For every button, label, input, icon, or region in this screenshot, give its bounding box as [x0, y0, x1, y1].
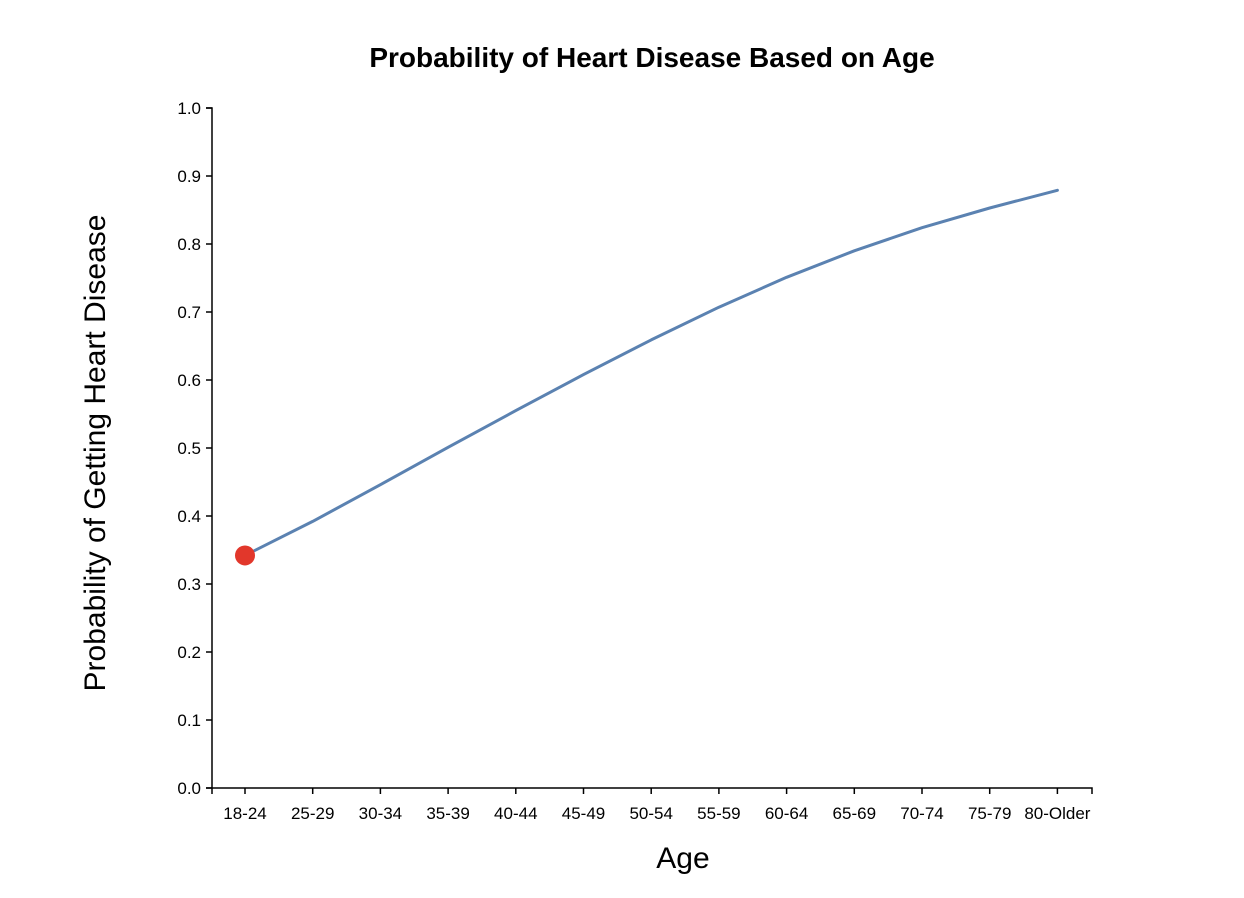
x-tick-label: 65-69: [833, 804, 876, 823]
x-tick-label: 35-39: [426, 804, 469, 823]
x-tick-label: 60-64: [765, 804, 808, 823]
y-tick-label: 0.5: [177, 439, 201, 458]
x-tick-label: 40-44: [494, 804, 537, 823]
y-tick-label: 0.7: [177, 303, 201, 322]
y-tick-label: 1.0: [177, 99, 201, 118]
y-tick-label: 0.9: [177, 167, 201, 186]
highlight-point[interactable]: [235, 545, 255, 566]
x-tick-label: 18-24: [223, 804, 266, 823]
y-tick-label: 0.3: [177, 575, 201, 594]
y-axis: 0.0 0.1 0.2 0.3 0.4 0.5 0.6 0.7 0.8 0.9 1.0: [177, 99, 213, 798]
x-tick-label: 45-49: [562, 804, 605, 823]
y-tick-label: 0.6: [177, 371, 201, 390]
x-tick-label: 25-29: [291, 804, 334, 823]
x-tick-label: 70-74: [900, 804, 943, 823]
x-axis: 18-24 25-29 30-34 35-39 40-44 45-49 50-54 55-59…: [211, 787, 1093, 823]
chart-title: Probability of Heart Disease Based on Ag…: [369, 42, 934, 73]
y-tick-label: 0.8: [177, 235, 201, 254]
plot-area: [235, 188, 1059, 566]
x-axis-line: [211, 787, 1093, 794]
y-tick-label: 0.2: [177, 643, 201, 662]
y-tick-label: 0.1: [177, 711, 201, 730]
y-tick-label: 0.0: [177, 779, 201, 798]
y-tick-label: 0.4: [177, 507, 201, 526]
x-tick-label: 30-34: [359, 804, 402, 823]
x-tick-label: 75-79: [968, 804, 1011, 823]
x-axis-label: Age: [656, 842, 709, 875]
x-tick-label: 80-Older: [1024, 804, 1090, 823]
x-tick-label: 50-54: [629, 804, 672, 823]
y-axis-label: Probability of Getting Heart Disease: [79, 215, 112, 692]
x-tick-label: 55-59: [697, 804, 740, 823]
series-line: [243, 188, 1059, 557]
